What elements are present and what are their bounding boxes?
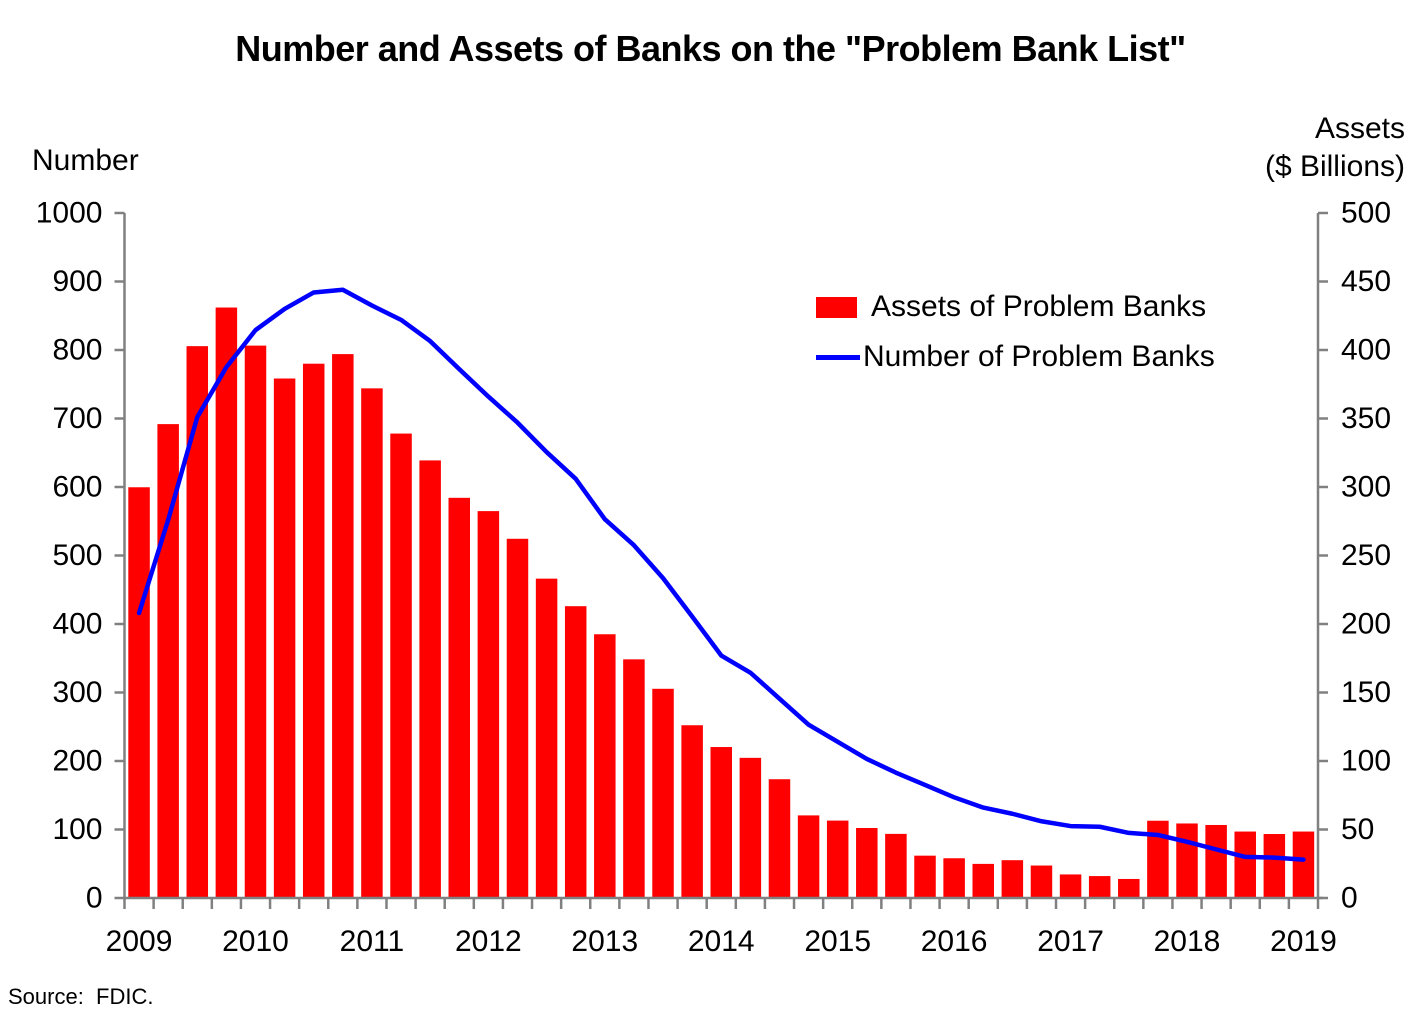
bar-2019Q2 [1292,831,1315,898]
x-axis-ticks [123,898,1320,909]
left-tick-label: 400 [52,608,102,641]
right-tick-label: 350 [1341,402,1391,435]
left-tick-label: 300 [52,676,102,709]
bar-2010Q3 [273,378,296,898]
year-label-2009: 2009 [106,925,173,958]
legend-label-number: Number of Problem Banks [863,340,1215,373]
assets-bars [128,307,1315,898]
bar-2017Q3 [1088,876,1111,898]
bar-2012Q1 [448,497,471,898]
right-axis-title: Assets ($ Billions) [1265,110,1405,186]
year-label-2012: 2012 [455,925,522,958]
bar-2016Q4 [1001,860,1024,898]
bar-2016Q1 [914,855,936,898]
bar-2013Q2 [594,634,616,898]
bar-2009Q4 [186,346,209,898]
source-note: Source: FDIC. [8,984,154,1009]
legend-row-assets: Assets of Problem Banks [816,287,1215,327]
legend-label-assets: Assets of Problem Banks [871,290,1207,323]
year-label-2014: 2014 [688,925,755,958]
bar-2017Q4 [1118,878,1140,898]
year-label-2013: 2013 [571,925,638,958]
right-tick-label: 400 [1341,334,1391,367]
left-tick-label: 0 [86,882,103,915]
right-tick-label: 250 [1341,539,1391,572]
bar-2015Q1 [797,815,820,898]
bar-2010Q1 [215,307,238,898]
bar-2016Q2 [943,858,965,898]
bar-2015Q3 [856,827,878,898]
legend-row-number: Number of Problem Banks [816,337,1215,377]
bar-2014Q2 [710,747,732,898]
right-tick-label: 150 [1341,676,1391,709]
bar-2017Q1 [1030,865,1053,898]
bar-2013Q3 [623,659,645,898]
left-axis-title: Number [32,144,139,177]
bar-2015Q2 [826,820,849,898]
right-tick-label: 300 [1341,471,1391,504]
bar-2014Q3 [739,757,762,898]
right-tick-label: 50 [1341,813,1374,846]
left-tick-label: 200 [52,745,102,778]
right-tick-label: 450 [1341,265,1391,298]
left-tick-label: 100 [52,813,102,846]
year-label-2018: 2018 [1154,925,1221,958]
left-tick-label: 800 [52,334,102,367]
bar-2018Q2 [1176,823,1198,898]
bar-2017Q2 [1059,874,1082,898]
number-line [136,287,1306,862]
bar-2009Q2 [128,487,150,898]
year-label-2010: 2010 [222,925,289,958]
bar-2010Q4 [302,363,325,898]
bar-2012Q3 [506,538,529,898]
bar-2018Q1 [1147,820,1169,898]
left-tick-label: 900 [52,265,102,298]
year-label-2011: 2011 [340,925,405,958]
assets-series-swatch-icon [816,296,857,318]
bar-2013Q4 [652,688,674,898]
bar-2018Q3 [1205,824,1227,898]
left-tick-label: 1000 [36,197,103,230]
year-label-2019: 2019 [1270,925,1337,958]
left-tick-label: 500 [52,539,102,572]
year-label-2017: 2017 [1037,925,1104,958]
right-axis-title-line2: ($ Billions) [1264,150,1405,183]
left-tick-label: 600 [52,471,102,504]
x-axis-year-labels: 2009 2010 2011 2012 2013 2014 2015 2016 2017 2018… [106,925,1337,958]
year-label-2016: 2016 [921,925,988,958]
bar-2011Q3 [390,433,412,898]
right-axis-title-line1: Assets [1314,112,1405,145]
chart-legend: Assets of Problem Banks Number of Proble… [816,287,1215,377]
bar-2012Q4 [535,578,558,898]
number-series-swatch-icon [816,354,860,360]
bar-2011Q2 [361,388,383,898]
bar-2014Q4 [768,779,791,898]
chart-title: Number and Assets of Banks on the "Probl… [235,28,1186,69]
bar-2013Q1 [564,606,587,898]
right-tick-label: 100 [1341,745,1391,778]
bar-2011Q4 [419,460,441,898]
bar-2019Q1 [1263,834,1286,898]
bar-2012Q2 [477,511,500,898]
left-tick-label: 700 [52,402,102,435]
bar-2016Q3 [972,863,994,898]
bar-2015Q4 [885,833,907,898]
right-tick-label: 500 [1341,197,1391,230]
right-tick-label: 200 [1341,608,1391,641]
bar-2011Q1 [332,354,354,898]
bar-2014Q1 [681,725,703,898]
right-tick-label: 0 [1341,882,1358,915]
bar-2010Q2 [244,345,267,898]
year-label-2015: 2015 [804,925,871,958]
bar-2018Q4 [1234,831,1256,898]
